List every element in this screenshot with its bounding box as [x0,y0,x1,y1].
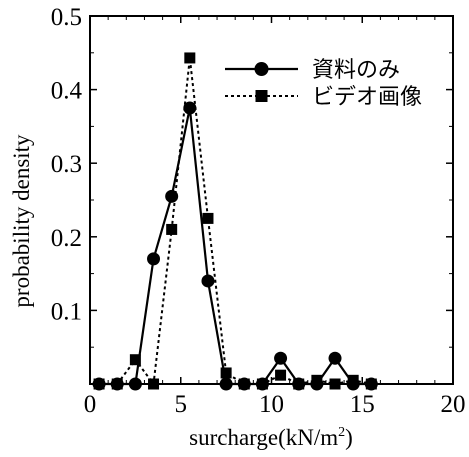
x-tick-label: 5 [175,391,188,418]
data-point-square [275,369,287,381]
y-axis-label: probability density [9,134,34,308]
series-video-images [93,52,377,390]
data-point-square [256,378,268,390]
data-point-circle [274,351,288,365]
y-tick-label: 0.1 [51,298,82,325]
data-point-square [311,374,323,386]
data-point-square [220,367,232,379]
data-point-square [111,378,123,390]
x-tick-label: 0 [84,391,97,418]
data-point-square [365,378,377,390]
data-point-square [166,223,178,235]
x-tick-label: 10 [259,391,284,418]
x-axis-label: surcharge(kN/m2) [189,425,353,450]
data-point-circle [183,101,197,115]
series-line [99,107,372,386]
x-axis-label-close: ) [345,425,353,450]
legend-label: 資料のみ [312,57,400,82]
data-point-circle [147,252,161,266]
legend-marker-square [255,90,268,102]
data-point-circle [201,274,215,288]
x-axis-label-superscript: 2 [338,425,345,440]
data-point-circle [219,377,233,391]
data-point-square [293,378,305,390]
data-point-square [148,378,160,390]
data-point-circle [328,351,342,365]
data-point-square [347,374,359,386]
data-point-square [184,52,196,64]
y-tick-label: 0.4 [51,78,83,105]
y-tick-label: 0.3 [51,151,82,178]
series-line [99,57,372,387]
axis-ticks: 0 5 10 15 20 0.1 0.2 0.3 0.4 0.5 [51,4,466,418]
data-point-square [238,378,250,390]
x-tick-label: 15 [350,391,375,418]
data-point-square [329,378,341,390]
x-axis-label-main: surcharge(kN/m [189,425,338,450]
data-point-square [93,378,105,390]
data-point-circle [128,377,142,391]
y-tick-label: 0.5 [51,4,82,31]
data-point-square [129,354,141,366]
x-tick-label: 20 [441,391,466,418]
series-documents-only [92,101,378,391]
series-group [92,52,378,391]
legend-label: ビデオ画像 [312,84,422,109]
y-tick-label: 0.2 [51,225,82,252]
data-point-square [202,212,214,224]
legend-marker-circle [254,62,269,76]
